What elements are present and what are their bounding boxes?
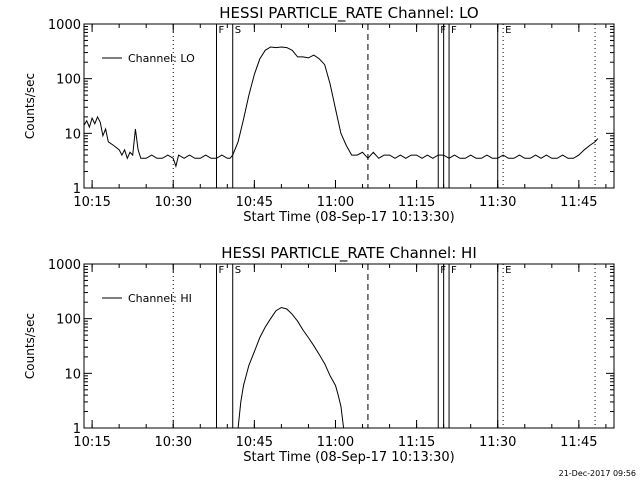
y-tick-label: 1 — [73, 422, 81, 437]
series-line-lo — [83, 46, 599, 168]
timestamp-footer: 21-Dec-2017 09:56 — [559, 469, 636, 478]
x-tick-label: 11:30 — [479, 195, 516, 210]
marker-label: F — [451, 25, 457, 36]
chart-title: HESSI PARTICLE_RATE Channel: LO — [219, 4, 478, 23]
x-tick-label: 10:30 — [155, 435, 192, 450]
series-line-hi — [237, 306, 345, 429]
x-tick-label: 11:15 — [398, 195, 435, 210]
plot-frame — [83, 263, 615, 429]
x-axis-label: Start Time (08-Sep-17 10:13:30) — [243, 450, 454, 465]
y-tick-label: 10 — [64, 127, 81, 142]
chart-panel-hi: HESSI PARTICLE_RATE Channel: HI 10:15 10:3… — [23, 244, 615, 465]
marker-label: F — [219, 265, 225, 276]
marker-label: S — [235, 25, 241, 36]
x-tick-label: 11:30 — [479, 435, 516, 450]
marker-label: E — [505, 265, 511, 276]
y-tick-label: 100 — [56, 313, 81, 328]
y-axis-label: Counts/sec — [23, 313, 37, 379]
chart-title: HESSI PARTICLE_RATE Channel: HI — [221, 244, 477, 263]
x-tick-label: 10:45 — [236, 195, 273, 210]
y-tick-label: 1000 — [48, 258, 81, 273]
x-tick-label: 10:15 — [73, 435, 110, 450]
y-tick-label: 10 — [64, 367, 81, 382]
y-axis-label: Counts/sec — [23, 73, 37, 139]
x-tick-label: 11:00 — [317, 435, 354, 450]
marker-label: S — [235, 265, 241, 276]
x-tick-label: 10:15 — [73, 195, 110, 210]
legend-label: Channel: LO — [128, 52, 195, 65]
x-axis-label: Start Time (08-Sep-17 10:13:30) — [243, 210, 454, 225]
x-tick-label: 11:45 — [560, 435, 597, 450]
marker-label: E — [505, 25, 511, 36]
x-tick-label: 10:45 — [236, 435, 273, 450]
x-tick-label: 11:45 — [560, 195, 597, 210]
x-tick-label: 10:30 — [155, 195, 192, 210]
x-tick-label: 11:15 — [398, 435, 435, 450]
y-tick-label: 1 — [73, 182, 81, 197]
chart-panel-lo: HESSI PARTICLE_RATE Channel: LO 10:15 10:3… — [23, 4, 615, 225]
y-tick-label: 1000 — [48, 18, 81, 33]
plot-frame — [83, 23, 615, 189]
legend-label: Channel: HI — [128, 292, 192, 305]
x-tick-label: 11:00 — [317, 195, 354, 210]
marker-label: F — [219, 25, 225, 36]
marker-label: F — [451, 265, 457, 276]
y-tick-label: 100 — [56, 73, 81, 88]
